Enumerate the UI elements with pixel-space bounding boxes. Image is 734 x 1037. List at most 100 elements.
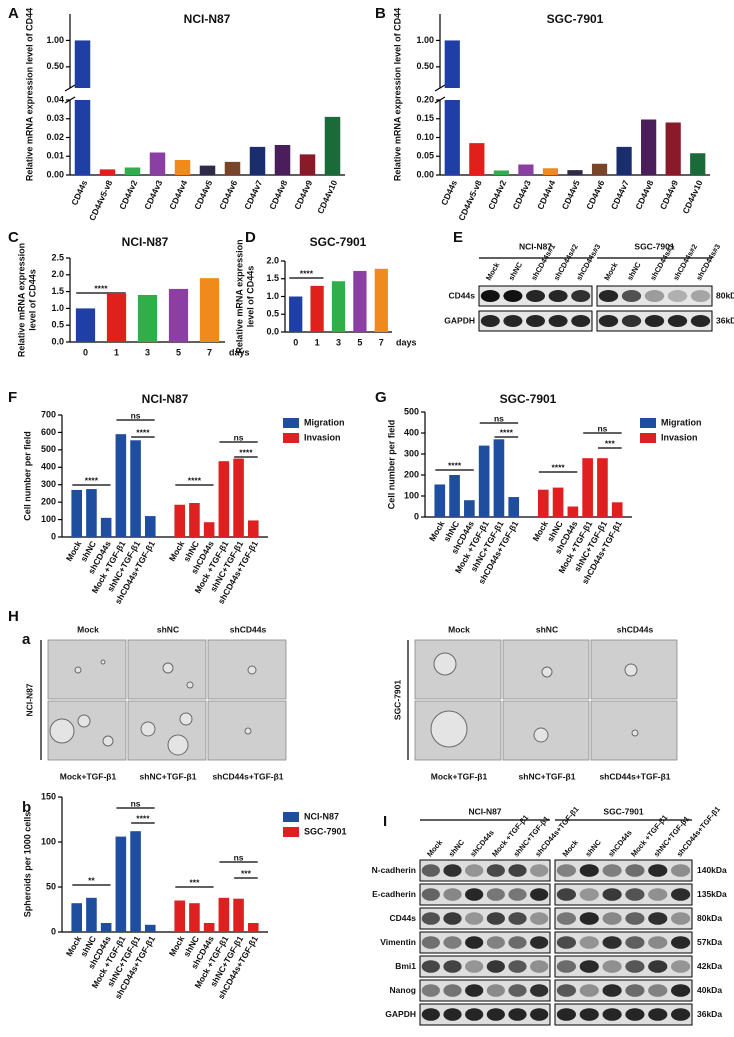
- spheroid: [631, 729, 639, 737]
- y-tick-label: 500: [41, 444, 56, 454]
- spheroid: [77, 714, 91, 728]
- blot-band: [443, 912, 462, 925]
- significance-label: ****: [136, 427, 150, 437]
- image-column-label: shNC+TGF-β1: [519, 771, 576, 781]
- significance-label: ****: [94, 283, 108, 293]
- blot-band: [465, 936, 484, 949]
- bar: [71, 489, 83, 537]
- blot-band: [690, 290, 711, 302]
- blot-row-label: Nanog: [390, 985, 416, 995]
- x-tick-label: 5: [357, 337, 362, 347]
- y-tick-label: 0.5: [266, 309, 279, 319]
- micrograph: [127, 700, 207, 761]
- significance-label: ****: [300, 268, 314, 278]
- y-axis-label: Cell number per field: [22, 431, 32, 521]
- blot-band: [670, 864, 691, 877]
- blot-band: [486, 936, 505, 949]
- blot-row-label: Bmi1: [395, 961, 416, 971]
- x-tick-label: 5: [176, 347, 181, 357]
- x-tick-label: CD44v6: [584, 178, 606, 211]
- legend-swatch: [283, 812, 299, 822]
- bar: [75, 308, 96, 342]
- y-axis-label: Cell number per field: [386, 420, 396, 510]
- blot-size-label: 36kDa: [716, 315, 734, 325]
- blot-band: [670, 912, 691, 925]
- bar: [324, 116, 341, 175]
- bar: [611, 502, 623, 517]
- blot-band: [644, 315, 665, 327]
- blot-band: [480, 290, 500, 302]
- micrograph: [47, 639, 127, 700]
- blot-band: [556, 936, 577, 949]
- panel-letter: B: [375, 5, 386, 22]
- blot-band: [579, 888, 599, 901]
- blot-band: [530, 912, 549, 925]
- blot-band: [548, 315, 568, 327]
- bar: [174, 504, 186, 537]
- spheroid: [533, 727, 549, 743]
- legend-label: Migration: [304, 417, 345, 427]
- lane-label: Mock: [561, 837, 581, 858]
- significance-label: ***: [605, 438, 616, 448]
- blot-band: [421, 912, 440, 925]
- significance-label: ns: [597, 423, 607, 433]
- bar: [144, 516, 156, 537]
- bar: [233, 458, 244, 537]
- bar: [310, 285, 324, 332]
- bar: [374, 268, 388, 332]
- y-axis-label: Relative mRNA expression: [16, 243, 26, 357]
- y-tick-label: 150: [41, 791, 56, 801]
- x-axis-label: days: [229, 347, 250, 357]
- blot-size-label: 80kDa: [697, 913, 722, 923]
- y-tick-label: 0.15: [416, 113, 434, 123]
- lane-label: shCD44s#3: [694, 242, 722, 282]
- blot-band: [670, 1008, 691, 1021]
- blot-band: [644, 290, 665, 302]
- blot-band: [621, 315, 642, 327]
- spheroid: [102, 735, 114, 747]
- y-tick-label: 0: [414, 511, 419, 521]
- bar: [493, 170, 509, 175]
- blot-band: [486, 912, 505, 925]
- x-tick-label: CD44v5: [560, 178, 582, 211]
- image-column-label: Mock: [448, 624, 470, 634]
- blot-band: [670, 984, 691, 997]
- blot-band: [503, 290, 523, 302]
- bar: [567, 170, 583, 175]
- legend-label: NCI-N87: [304, 811, 339, 821]
- blot-band: [421, 984, 440, 997]
- legend-swatch: [640, 418, 656, 428]
- bar: [174, 160, 191, 175]
- y-axis-label: Relative mRNA expression level of CD44: [392, 8, 402, 181]
- blot-band: [667, 290, 688, 302]
- spheroid: [162, 662, 174, 674]
- bar: [434, 484, 446, 517]
- blot-band: [443, 984, 462, 997]
- image-column-label: Mock+TGF-β1: [60, 771, 117, 781]
- significance-label: ns: [234, 852, 244, 862]
- chart-title: NCI-N87: [142, 392, 189, 406]
- lane-label: Mock: [425, 837, 445, 858]
- bar: [249, 146, 266, 175]
- spheroid: [244, 727, 252, 735]
- panel-letter: I: [383, 813, 387, 830]
- blot-band: [465, 984, 484, 997]
- blot-band: [670, 936, 691, 949]
- blot-band: [486, 984, 505, 997]
- spheroid: [186, 681, 194, 689]
- legend-label: SGC-7901: [304, 826, 347, 836]
- blot-band: [602, 888, 622, 901]
- y-tick-label: 300: [41, 479, 56, 489]
- blot-band: [503, 315, 523, 327]
- blot-band: [556, 984, 577, 997]
- blot-band: [648, 960, 668, 973]
- bar: [591, 163, 608, 175]
- blot-band: [465, 1008, 484, 1021]
- image-column-label: shNC: [536, 624, 558, 634]
- blot-band: [579, 984, 599, 997]
- y-tick-label: 2.0: [51, 269, 64, 279]
- blot-band: [421, 888, 440, 901]
- bar: [144, 924, 156, 932]
- bar: [299, 154, 316, 175]
- y-tick-label: 0: [51, 926, 56, 936]
